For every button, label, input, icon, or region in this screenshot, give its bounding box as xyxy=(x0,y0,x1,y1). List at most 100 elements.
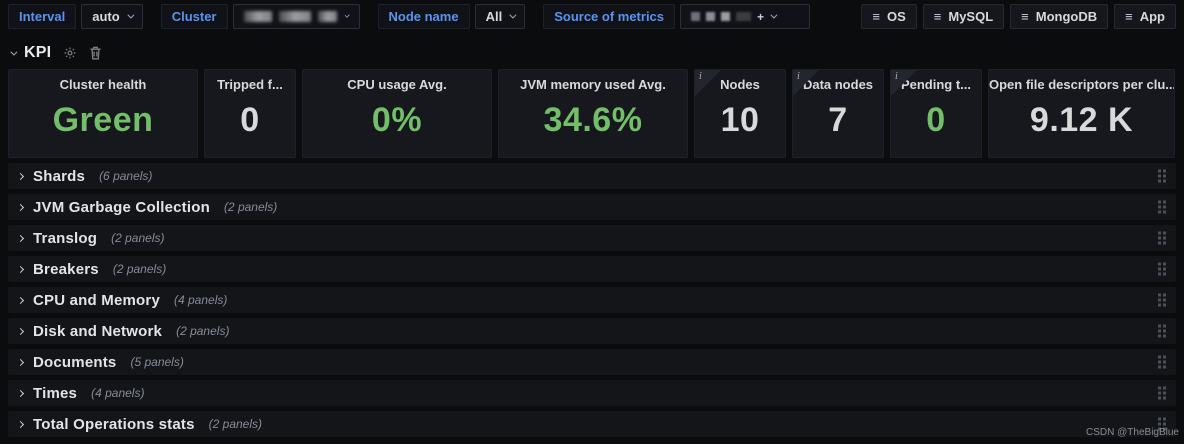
drag-handle[interactable] xyxy=(1158,200,1166,214)
dashboard-list-icon: ≡ xyxy=(872,9,880,24)
drag-handle[interactable] xyxy=(1158,355,1166,369)
row-title: CPU and Memory xyxy=(33,291,160,309)
dashboard-link-mysql[interactable]: ≡ MySQL xyxy=(922,4,1005,29)
dashboard-link-label: App xyxy=(1139,9,1165,24)
variable-node-name: Node name All xyxy=(377,4,526,29)
chevron-down-icon xyxy=(127,11,135,19)
variable-label-node-name: Node name xyxy=(377,4,470,29)
dashboard-link-mongodb[interactable]: ≡ MongoDB xyxy=(1010,4,1109,29)
dashboard-list-icon: ≡ xyxy=(933,9,942,24)
panel-title[interactable]: CPU usage Avg. xyxy=(347,77,447,92)
panel-value: Green xyxy=(52,101,154,139)
row-total-operations-stats[interactable]: Total Operations stats (2 panels) xyxy=(8,411,1176,437)
chevron-right-icon xyxy=(16,296,25,304)
dashboard-link-app[interactable]: ≡ App xyxy=(1114,4,1176,29)
kpi-panels-row: Cluster health Green Tripped f... 0 CPU … xyxy=(8,69,1176,158)
panel-value: 0 xyxy=(926,101,946,139)
row-title: Total Operations stats xyxy=(33,415,195,433)
chevron-down-icon xyxy=(344,12,351,19)
drag-handle[interactable] xyxy=(1158,386,1166,400)
row-panel-count: (2 panels) xyxy=(223,200,278,214)
panel-title[interactable]: Pending t... xyxy=(900,77,972,92)
row-cpu-and-memory[interactable]: CPU and Memory (4 panels) xyxy=(8,287,1176,313)
row-title: JVM Garbage Collection xyxy=(33,198,210,216)
panel-title[interactable]: Tripped f... xyxy=(217,77,283,92)
chevron-down-icon xyxy=(770,11,778,19)
drag-handle[interactable] xyxy=(1158,417,1166,431)
plus-more-values: + xyxy=(757,9,765,24)
redacted-text-block xyxy=(691,12,701,21)
row-documents[interactable]: Documents (5 panels) xyxy=(8,349,1176,375)
drag-handle[interactable] xyxy=(1158,293,1166,307)
row-header-kpi: KPI xyxy=(0,41,1184,65)
redacted-text-block xyxy=(243,11,273,22)
variable-interval: Interval auto xyxy=(8,4,143,29)
variable-source-of-metrics: Source of metrics + xyxy=(543,4,811,29)
variable-value-text: All xyxy=(485,9,503,24)
dashboard-links: ≡ OS ≡ MySQL ≡ MongoDB ≡ App xyxy=(861,4,1176,29)
variable-value-cluster-dropdown[interactable] xyxy=(232,4,360,29)
panel-value: 0% xyxy=(371,101,423,139)
chevron-right-icon xyxy=(16,234,25,242)
row-breakers[interactable]: Breakers (2 panels) xyxy=(8,256,1176,282)
chevron-right-icon xyxy=(16,203,25,211)
row-panel-count: (4 panels) xyxy=(174,293,228,307)
row-shards[interactable]: Shards (6 panels) xyxy=(8,163,1176,189)
panel-cluster-health: Cluster health Green xyxy=(8,69,198,158)
drag-handle[interactable] xyxy=(1158,262,1166,276)
redacted-text-block xyxy=(736,12,752,21)
chevron-right-icon xyxy=(16,389,25,397)
redacted-text-block xyxy=(318,11,338,22)
panel-title[interactable]: Open file descriptors per clu... xyxy=(989,77,1174,92)
panel-jvm-memory: JVM memory used Avg. 34.6% xyxy=(498,69,688,158)
variable-value-node-name-dropdown[interactable]: All xyxy=(474,4,526,29)
drag-handle[interactable] xyxy=(1158,324,1166,338)
row-panel-count: (5 panels) xyxy=(130,355,184,369)
dashboard-submenu: Interval auto Cluster Node name All Sour… xyxy=(0,0,1184,35)
trash-icon[interactable] xyxy=(89,46,102,60)
row-panel-count: (2 panels) xyxy=(112,262,167,276)
row-panel-count: (6 panels) xyxy=(99,169,153,183)
panel-title[interactable]: Data nodes xyxy=(802,77,874,92)
panel-info-icon[interactable]: i xyxy=(891,70,917,96)
variable-value-interval-dropdown[interactable]: auto xyxy=(81,4,143,29)
redacted-text-block xyxy=(721,12,731,21)
gear-icon[interactable] xyxy=(63,46,77,60)
chevron-right-icon xyxy=(16,420,25,428)
row-disk-and-network[interactable]: Disk and Network (2 panels) xyxy=(8,318,1176,344)
drag-handle[interactable] xyxy=(1158,231,1166,245)
variable-label-source-of-metrics: Source of metrics xyxy=(543,4,676,29)
variable-label-cluster: Cluster xyxy=(160,4,228,29)
dashboard-list-icon: ≡ xyxy=(1125,9,1133,24)
variable-value-source-dropdown[interactable]: + xyxy=(680,4,811,29)
variable-label-interval: Interval xyxy=(8,4,77,29)
panel-info-icon[interactable]: i xyxy=(793,70,819,96)
panel-info-icon[interactable]: i xyxy=(695,70,721,96)
variable-cluster: Cluster xyxy=(160,4,360,29)
row-title: Disk and Network xyxy=(33,322,163,340)
chevron-down-icon xyxy=(509,11,517,19)
dashboard-link-os[interactable]: ≡ OS xyxy=(861,4,917,29)
variable-value-text: auto xyxy=(92,9,120,24)
row-times[interactable]: Times (4 panels) xyxy=(8,380,1176,406)
row-panel-count: (2 panels) xyxy=(111,231,165,245)
panel-value: 9.12 K xyxy=(1029,101,1134,139)
row-panel-count: (2 panels) xyxy=(176,324,230,338)
panel-title[interactable]: JVM memory used Avg. xyxy=(520,77,666,92)
panel-title[interactable]: Nodes xyxy=(720,77,760,92)
chevron-right-icon xyxy=(16,358,25,366)
panel-title[interactable]: Cluster health xyxy=(59,77,147,92)
row-jvm-garbage-collection[interactable]: JVM Garbage Collection (2 panels) xyxy=(8,194,1176,220)
dashboard-list-icon: ≡ xyxy=(1021,9,1029,24)
row-panel-count: (4 panels) xyxy=(91,386,145,400)
panel-cpu-usage: CPU usage Avg. 0% xyxy=(302,69,492,158)
collapsed-rows-list: Shards (6 panels) JVM Garbage Collection… xyxy=(0,163,1184,437)
dashboard-link-label: MongoDB xyxy=(1035,9,1098,24)
row-collapse-toggle-kpi[interactable]: KPI xyxy=(10,44,51,62)
panel-tripped: Tripped f... 0 xyxy=(204,69,296,158)
drag-handle[interactable] xyxy=(1158,169,1166,183)
chevron-down-icon xyxy=(10,48,18,56)
watermark: CSDN @TheBigBlue xyxy=(1086,427,1179,438)
row-translog[interactable]: Translog (2 panels) xyxy=(8,225,1176,251)
panel-value: 34.6% xyxy=(543,101,643,139)
